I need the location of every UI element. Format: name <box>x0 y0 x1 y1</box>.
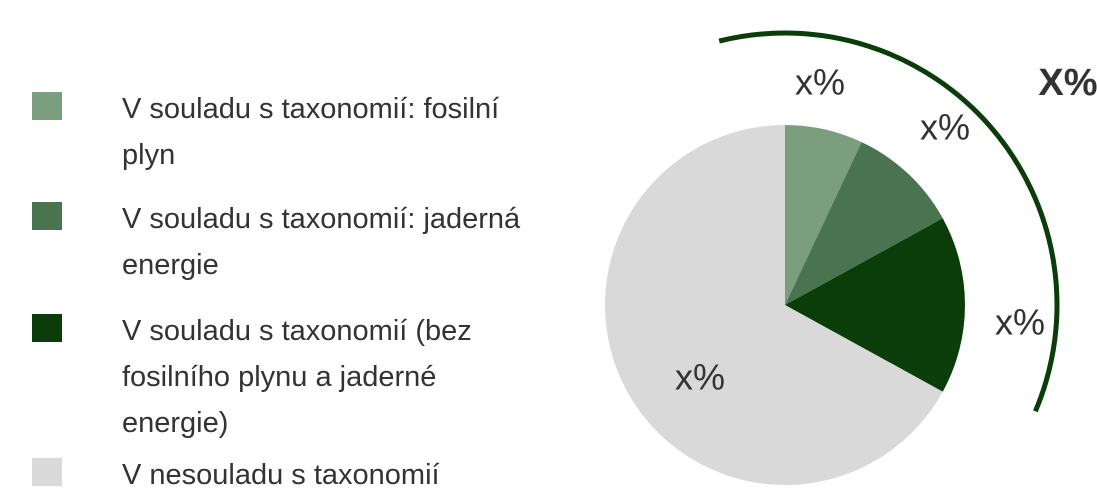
legend-swatch <box>32 202 62 230</box>
pie-slice <box>785 218 966 392</box>
legend-label: V souladu s taxonomií: fosilní plyn <box>122 93 500 171</box>
legend-label: V souladu s taxonomií: jaderná energie <box>122 203 521 281</box>
slice-label: x% <box>795 62 845 103</box>
legend-swatch <box>32 458 62 486</box>
pie-slice <box>785 125 862 305</box>
legend-swatch <box>32 92 62 120</box>
pie-slice <box>605 125 943 486</box>
legend-label: V nesouladu s taxonomií <box>122 459 440 491</box>
slice-label: x% <box>920 107 970 148</box>
pie-slice <box>785 142 943 305</box>
total-label: X% <box>1038 62 1097 104</box>
legend-swatch <box>32 314 62 342</box>
slice-label: x% <box>675 357 725 398</box>
bracket-arc <box>718 30 1060 413</box>
legend-label: V souladu s taxonomií (bez fosilního ply… <box>122 315 472 439</box>
slice-label: x% <box>995 302 1045 343</box>
